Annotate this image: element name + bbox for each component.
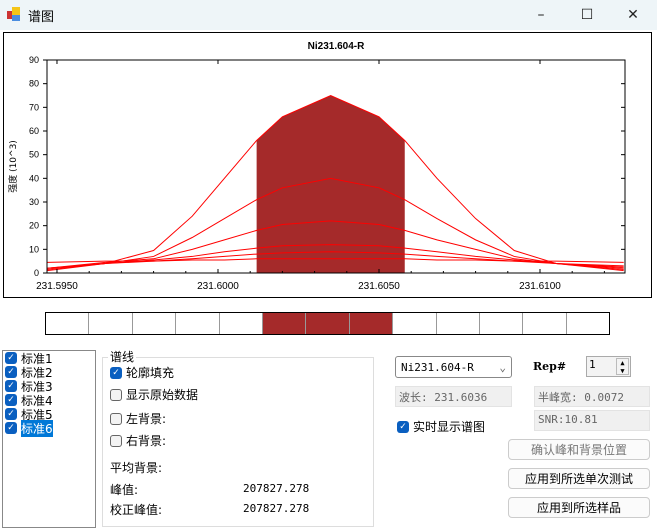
x-tick-label: 231.5950 bbox=[36, 281, 78, 292]
rep-stepper[interactable]: 1 ▲ ▼ bbox=[586, 356, 631, 377]
chevron-down-icon: ⌄ bbox=[499, 360, 506, 374]
standard-label: 标准6 bbox=[21, 419, 53, 437]
rep-value: 1 bbox=[589, 358, 596, 371]
window-title: 谱图 bbox=[28, 10, 55, 25]
plot-frame bbox=[46, 59, 626, 274]
snr-field: SNR:10.81 bbox=[534, 410, 650, 431]
strip-cell[interactable] bbox=[566, 313, 610, 334]
x-tick-label: 231.6050 bbox=[358, 281, 400, 292]
unchecked-box-icon bbox=[110, 412, 122, 425]
left-bg-checkbox[interactable]: 左背景: bbox=[108, 410, 166, 427]
standard-item[interactable]: ✓ 标准1 bbox=[3, 351, 95, 366]
unchecked-box-icon bbox=[110, 434, 122, 447]
strip-cell[interactable] bbox=[349, 313, 394, 334]
peak-value: 207827.278 bbox=[243, 482, 310, 495]
minimize-button[interactable]: – bbox=[537, 7, 545, 23]
group-label: 谱线 bbox=[108, 348, 137, 365]
standard-label: 标准2 bbox=[21, 365, 53, 380]
strip-cell[interactable] bbox=[479, 313, 524, 334]
series-line-2 bbox=[47, 177, 624, 270]
raw-data-checkbox[interactable]: 显示原始数据 bbox=[108, 386, 198, 403]
strip-cell[interactable] bbox=[393, 313, 437, 334]
corrected-peak-label: 校正峰值: bbox=[110, 503, 163, 517]
x-tick-label: 231.6000 bbox=[197, 281, 239, 292]
series-line-1 bbox=[47, 94, 624, 272]
x-tick-label: 231.6100 bbox=[519, 281, 561, 292]
strip-cell[interactable] bbox=[132, 313, 177, 334]
left-bg-label: 左背景: bbox=[126, 412, 167, 426]
spin-arrows-icon[interactable]: ▲ ▼ bbox=[616, 358, 629, 375]
raw-label: 显示原始数据 bbox=[126, 388, 199, 402]
y-tick-label: 50 bbox=[29, 150, 39, 160]
right-bg-label: 右背景: bbox=[126, 434, 167, 448]
standard-label: 标准1 bbox=[21, 351, 53, 366]
series-line-3 bbox=[47, 220, 624, 269]
fwhm-field: 半峰宽: 0.0072 bbox=[534, 386, 650, 407]
maximize-button[interactable]: ☐ bbox=[580, 7, 594, 23]
check-icon: ✓ bbox=[5, 408, 17, 420]
check-icon: ✓ bbox=[5, 352, 17, 364]
y-tick-label: 70 bbox=[29, 102, 39, 112]
corrected-peak-value: 207827.278 bbox=[243, 502, 310, 515]
standard-label: 标准5 bbox=[21, 407, 53, 422]
realtime-checkbox[interactable]: ✓ 实时显示谱图 bbox=[395, 418, 485, 435]
standard-item[interactable]: ✓ 标准5 bbox=[3, 407, 95, 422]
standard-label: 标准3 bbox=[21, 379, 53, 394]
app-chart-icon bbox=[7, 7, 21, 21]
check-icon: ✓ bbox=[5, 394, 17, 406]
apply-single-button[interactable]: 应用到所选单次测试 bbox=[508, 468, 650, 489]
y-tick-label: 90 bbox=[29, 55, 39, 65]
y-tick-label: 10 bbox=[29, 244, 39, 254]
series-line-4 bbox=[47, 244, 624, 269]
position-strip[interactable] bbox=[45, 312, 610, 335]
standard-item[interactable]: ✓ 标准6 bbox=[3, 419, 95, 437]
standards-list[interactable]: ✓ 标准1 ✓ 标准2 ✓ 标准3 ✓ 标准4 ✓ 标准5 ✓ 标准6 bbox=[2, 350, 96, 528]
standard-item[interactable]: ✓ 标准4 bbox=[3, 393, 95, 408]
line-select-value: Ni231.604-R bbox=[401, 360, 474, 374]
y-tick-label: 0 bbox=[34, 268, 39, 278]
unchecked-box-icon bbox=[110, 388, 122, 401]
check-icon: ✓ bbox=[110, 366, 122, 379]
series-line-6 bbox=[47, 258, 624, 263]
strip-cell[interactable] bbox=[89, 313, 133, 334]
check-icon: ✓ bbox=[5, 422, 17, 434]
check-icon: ✓ bbox=[5, 366, 17, 378]
wavelength-field: 波长: 231.6036 bbox=[395, 386, 512, 407]
check-icon: ✓ bbox=[397, 420, 409, 433]
title-bar: 谱图 – ☐ ✕ bbox=[0, 0, 657, 30]
peak-fill bbox=[256, 95, 405, 273]
chart-svg: Ni231.604-R 0 10 20 30 40 50 60 70 80 90 231.5950 23… bbox=[7, 41, 626, 292]
strip-cell[interactable] bbox=[436, 313, 480, 334]
realtime-label: 实时显示谱图 bbox=[413, 420, 486, 434]
y-tick-label: 20 bbox=[29, 221, 39, 231]
rep-label: Rep# bbox=[533, 360, 567, 373]
fill-checkbox[interactable]: ✓ 轮廓填充 bbox=[108, 364, 174, 381]
y-tick-label: 40 bbox=[29, 173, 39, 183]
apply-sample-button[interactable]: 应用到所选样品 bbox=[508, 497, 650, 518]
y-tick-label: 80 bbox=[29, 79, 39, 89]
peak-label: 峰值: bbox=[110, 483, 139, 497]
right-bg-checkbox[interactable]: 右背景: bbox=[108, 432, 166, 449]
spectrum-line-group bbox=[102, 357, 374, 527]
strip-cell[interactable] bbox=[523, 313, 567, 334]
standard-item[interactable]: ✓ 标准3 bbox=[3, 379, 95, 394]
confirm-peak-button[interactable]: 确认峰和背景位置 bbox=[508, 439, 650, 460]
strip-cell[interactable] bbox=[176, 313, 220, 334]
close-button[interactable]: ✕ bbox=[627, 7, 639, 23]
y-tick-label: 60 bbox=[29, 126, 39, 136]
chart-title: Ni231.604-R bbox=[308, 41, 365, 52]
strip-cell[interactable] bbox=[306, 313, 350, 334]
avg-bg-label: 平均背景: bbox=[110, 461, 163, 475]
strip-cell[interactable] bbox=[219, 313, 263, 334]
check-icon: ✓ bbox=[5, 380, 17, 392]
spectrum-chart[interactable]: Ni231.604-R 0 10 20 30 40 50 60 70 80 90 231.5950 23… bbox=[3, 32, 652, 298]
fill-label: 轮廓填充 bbox=[126, 366, 175, 380]
y-axis-label: 强度 (10^3) bbox=[7, 140, 19, 193]
strip-cell[interactable] bbox=[46, 313, 90, 334]
standard-item[interactable]: ✓ 标准2 bbox=[3, 365, 95, 380]
y-tick-label: 30 bbox=[29, 197, 39, 207]
line-select-dropdown[interactable]: Ni231.604-R ⌄ bbox=[395, 356, 512, 378]
strip-cell[interactable] bbox=[262, 313, 307, 334]
standard-label: 标准4 bbox=[21, 393, 53, 408]
